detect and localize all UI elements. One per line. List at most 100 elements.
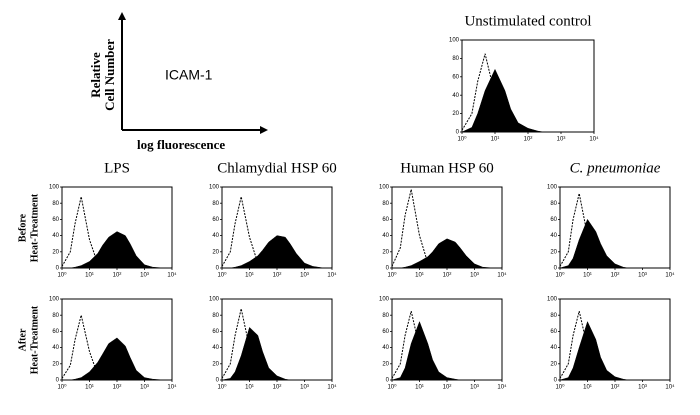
y-tick-label: 0: [216, 266, 220, 272]
row-label: Heat-Treatment: [29, 193, 40, 262]
x-tick-label: 10⁴: [497, 384, 507, 391]
y-tick-label: 40: [212, 345, 219, 351]
y-tick-label: 0: [386, 266, 390, 272]
y-tick-label: 60: [382, 217, 389, 223]
x-tick-label: 10⁴: [327, 272, 337, 279]
x-tick-label: 10²: [273, 385, 282, 391]
x-tick-label: 10²: [443, 385, 452, 391]
x-tick-label: 10⁴: [327, 384, 337, 391]
y-tick-label: 40: [452, 93, 459, 99]
y-tick-label: 0: [216, 378, 220, 384]
x-tick-label: 10⁴: [497, 272, 507, 279]
histogram-filled: [392, 238, 502, 269]
y-tick-label: 100: [449, 38, 460, 44]
histogram-filled: [391, 320, 502, 381]
y-tick-label: 100: [209, 185, 220, 191]
x-tick-label: 10⁴: [167, 272, 177, 279]
x-tick-label: 10³: [300, 385, 309, 391]
y-tick-label: 80: [550, 201, 557, 207]
x-tick-label: 10⁰: [57, 384, 67, 391]
histogram-filled: [559, 321, 670, 381]
y-tick-label: 60: [52, 217, 59, 223]
row-label: After: [17, 328, 28, 351]
x-tick-label: 10⁰: [457, 136, 467, 143]
y-tick-label: 40: [382, 233, 389, 239]
y-tick-label: 80: [382, 201, 389, 207]
x-tick-label: 10¹: [415, 273, 424, 279]
x-tick-label: 10⁰: [387, 272, 397, 279]
x-tick-label: 10³: [638, 385, 647, 391]
chart-title: Chlamydial HSP 60: [217, 160, 336, 176]
histogram-filled: [461, 68, 594, 133]
y-tick-label: 20: [212, 249, 219, 255]
y-tick-label: 60: [382, 329, 389, 335]
x-tick-label: 10²: [611, 385, 620, 391]
histogram-filled: [221, 326, 332, 381]
x-tick-label: 10²: [273, 273, 282, 279]
y-tick-label: 80: [452, 56, 459, 62]
x-tick-label: 10²: [113, 385, 122, 391]
x-tick-label: 10¹: [85, 385, 94, 391]
chart-title: LPS: [104, 160, 130, 176]
chart-title: Human HSP 60: [400, 160, 494, 176]
histogram-filled: [62, 231, 172, 269]
y-tick-label: 60: [550, 217, 557, 223]
y-tick-label: 20: [550, 361, 557, 367]
x-label: log fluorescence: [137, 137, 225, 152]
y-tick-label: 40: [550, 233, 557, 239]
row-label: Heat-Treatment: [29, 305, 40, 374]
y-tick-label: 100: [209, 297, 220, 303]
y-tick-label: 20: [452, 111, 459, 117]
y-tick-label: 20: [52, 361, 59, 367]
x-tick-label: 10³: [140, 273, 149, 279]
y-tick-label: 40: [52, 233, 59, 239]
y-tick-label: 0: [456, 130, 460, 136]
histogram-filled: [222, 235, 332, 269]
legend-panel: Relative Cell Number log fluorescence IC…: [88, 12, 268, 152]
x-tick-label: 10³: [638, 273, 647, 279]
y-tick-label: 40: [550, 345, 557, 351]
x-tick-label: 10⁴: [665, 272, 675, 279]
x-tick-label: 10²: [524, 137, 533, 143]
y-label: Relative: [88, 52, 103, 98]
x-tick-label: 10³: [470, 385, 479, 391]
y-tick-label: 0: [56, 378, 60, 384]
y-tick-label: 80: [550, 313, 557, 319]
y-tick-label: 20: [382, 361, 389, 367]
y-tick-label: 60: [52, 329, 59, 335]
x-tick-label: 10¹: [245, 385, 254, 391]
x-tick-label: 10⁰: [387, 384, 397, 391]
x-tick-label: 10¹: [245, 273, 254, 279]
y-tick-label: 100: [547, 185, 558, 191]
x-tick-label: 10⁰: [217, 272, 227, 279]
y-tick-label: 0: [554, 266, 558, 272]
marker-label: ICAM-1: [165, 67, 213, 83]
x-tick-label: 10³: [470, 273, 479, 279]
x-tick-label: 10²: [113, 273, 122, 279]
y-tick-label: 20: [52, 249, 59, 255]
y-tick-label: 40: [212, 233, 219, 239]
x-tick-label: 10¹: [415, 385, 424, 391]
y-tick-label: 0: [386, 378, 390, 384]
x-tick-label: 10¹: [583, 273, 592, 279]
y-tick-label: 80: [52, 313, 59, 319]
y-tick-label: 100: [379, 297, 390, 303]
histogram-filled: [62, 337, 172, 381]
y-tick-label: 100: [49, 297, 60, 303]
y-tick-label: 100: [379, 185, 390, 191]
histogram-filled: [559, 218, 670, 269]
x-tick-label: 10³: [140, 385, 149, 391]
x-tick-label: 10³: [300, 273, 309, 279]
x-tick-label: 10³: [557, 137, 566, 143]
y-tick-label: 100: [49, 185, 60, 191]
x-tick-label: 10¹: [583, 385, 592, 391]
x-tick-label: 10⁴: [665, 384, 675, 391]
row-label: Before: [17, 213, 28, 242]
y-tick-label: 40: [52, 345, 59, 351]
x-tick-label: 10¹: [491, 137, 500, 143]
x-tick-label: 10⁰: [555, 384, 565, 391]
y-tick-label: 80: [212, 201, 219, 207]
chart-title: Unstimulated control: [464, 13, 591, 29]
x-tick-label: 10⁰: [555, 272, 565, 279]
y-tick-label: 0: [554, 378, 558, 384]
